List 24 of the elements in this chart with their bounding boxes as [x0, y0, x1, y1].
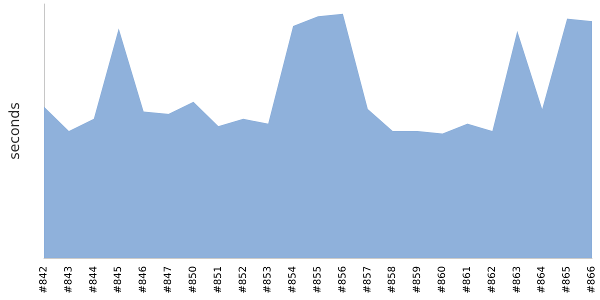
x-tick-label: #866 — [586, 266, 598, 294]
x-tick-label: #855 — [312, 266, 324, 294]
x-tick-label: #846 — [138, 266, 150, 294]
x-tick-label: #863 — [512, 266, 523, 294]
x-tick-label: #853 — [262, 266, 274, 294]
x-tick-label: #852 — [238, 266, 249, 294]
y-axis-title: seconds — [7, 102, 23, 160]
x-tick-label: #856 — [337, 266, 348, 294]
x-tick-label: #858 — [387, 266, 398, 294]
x-tick-label: #845 — [113, 266, 124, 294]
x-tick-label: #861 — [462, 266, 473, 294]
x-tick-label: #860 — [437, 266, 448, 294]
x-tick-label: #854 — [288, 266, 299, 294]
x-tick-label: #862 — [486, 266, 498, 294]
x-tick-label: #850 — [188, 266, 199, 294]
x-tick-label: #851 — [212, 266, 224, 294]
x-tick-label: #844 — [88, 266, 100, 294]
x-tick-label: #842 — [38, 266, 50, 294]
x-tick-label: #859 — [412, 266, 424, 294]
x-tick-label: #864 — [536, 266, 548, 294]
x-tick-label: #857 — [362, 266, 374, 294]
x-tick-label: #865 — [562, 266, 573, 294]
x-tick-label: #847 — [163, 266, 174, 294]
x-tick-label: #843 — [63, 266, 74, 294]
